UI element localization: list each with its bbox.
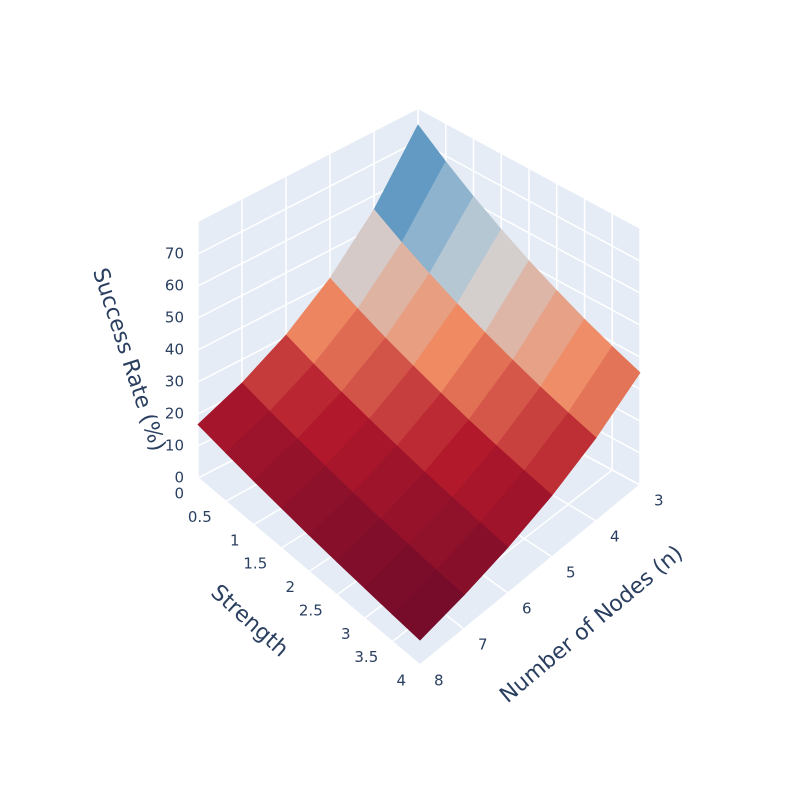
y-tick-label: 6 xyxy=(522,600,532,618)
y-tick-label: 4 xyxy=(610,528,620,546)
z-tick-label: 40 xyxy=(165,341,184,359)
x-tick-label: 0 xyxy=(174,485,184,503)
grid-line xyxy=(197,172,419,287)
grid-line xyxy=(197,477,421,666)
x-tick-label: 3 xyxy=(341,625,351,643)
y-tick-label: 7 xyxy=(478,636,488,654)
x-tick-label: 4 xyxy=(396,672,406,690)
x-tick-label: 2.5 xyxy=(299,601,323,619)
x-tick-label: 0.5 xyxy=(188,508,212,526)
x-tick-label: 1.5 xyxy=(243,555,267,573)
z-tick-label: 10 xyxy=(165,437,184,455)
y-tick-label: 3 xyxy=(654,492,664,510)
z-tick-label: 20 xyxy=(165,405,184,423)
z-tick-label: 70 xyxy=(165,245,184,263)
surface-cell xyxy=(391,569,465,641)
x-axis-title: Strength xyxy=(206,580,293,662)
x-tick-label: 1 xyxy=(230,531,240,549)
y-tick-label: 5 xyxy=(566,564,576,582)
z-axis-title: Success Rate (%) xyxy=(87,265,170,454)
z-tick-label: 0 xyxy=(174,469,184,487)
z-tick-label: 30 xyxy=(165,373,184,391)
grid-line xyxy=(197,140,419,255)
surface xyxy=(197,124,641,641)
grid-line xyxy=(419,484,641,666)
x-tick-label: 3.5 xyxy=(354,648,378,666)
z-tick-label: 50 xyxy=(165,309,184,327)
z-tick-label: 60 xyxy=(165,277,184,295)
x-tick-label: 2 xyxy=(285,578,295,596)
y-tick-label: 8 xyxy=(434,672,444,690)
